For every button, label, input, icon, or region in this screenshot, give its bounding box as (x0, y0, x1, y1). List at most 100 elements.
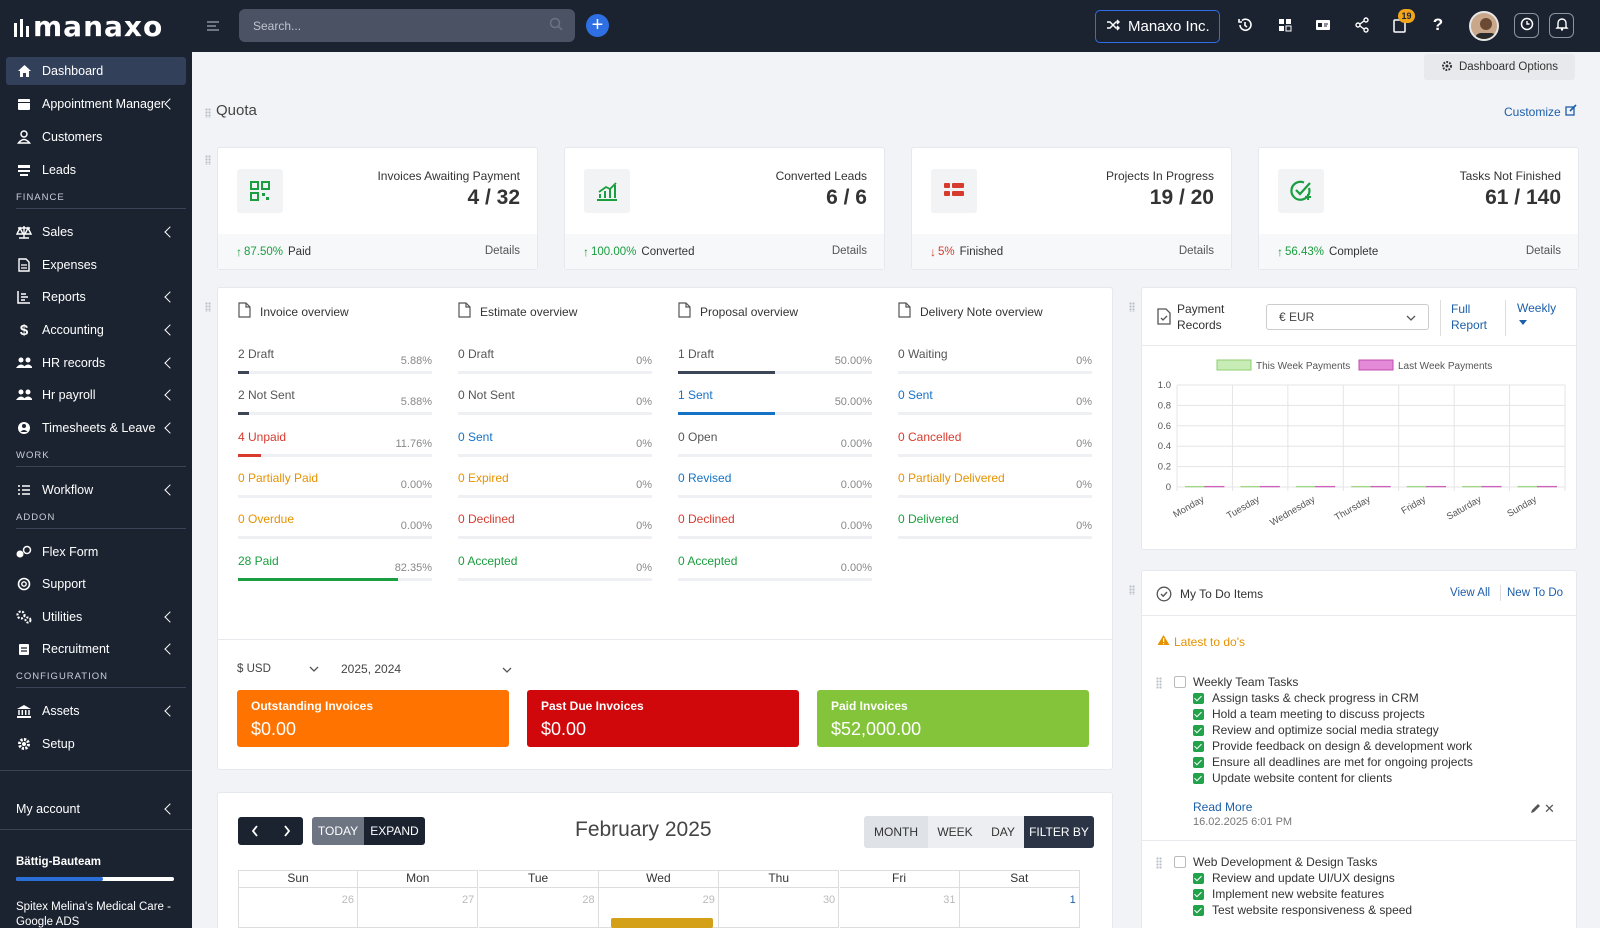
overview-row-label[interactable]: 28 Paid (238, 553, 279, 568)
sidebar-item-support[interactable]: Support (6, 570, 186, 598)
sidebar-item-dashboard[interactable]: Dashboard (6, 57, 186, 85)
todo-checkbox[interactable] (1174, 676, 1186, 688)
sidebar-item-accounting[interactable]: $ Accounting (6, 316, 186, 344)
overview-row-label[interactable]: 0 Partially Paid (238, 470, 319, 485)
overview-row-label[interactable]: 0 Accepted (458, 553, 518, 568)
team-name[interactable]: Bättig-Bauteam (16, 856, 101, 868)
overview-row-label[interactable]: 0 Draft (458, 347, 495, 361)
todo-item[interactable]: Review and update UI/UX designs (1193, 871, 1395, 885)
search-input[interactable] (239, 9, 575, 42)
overview-row-label[interactable]: 0 Delivered (898, 512, 959, 527)
overview-row-label[interactable]: 0 Revised (678, 470, 732, 485)
brand-logo[interactable]: manaxo (14, 8, 163, 44)
overview-row-label[interactable]: 0 Cancelled (898, 429, 962, 444)
view-all-link[interactable]: View All (1450, 587, 1491, 599)
sidebar-item-flex-form[interactable]: Flex Form (6, 538, 186, 566)
stat-card-details-link[interactable]: Details (831, 245, 867, 257)
checked-checkbox-icon[interactable] (1193, 888, 1204, 900)
sidebar-item-workflow[interactable]: Workflow (6, 476, 186, 504)
dashboard-grid-icon[interactable] (1276, 16, 1294, 34)
my-account-menu[interactable]: My account (6, 795, 186, 823)
timer-button[interactable] (1514, 13, 1539, 38)
drag-handle-icon[interactable] (1129, 302, 1135, 312)
payment-currency-select[interactable]: € EUR (1266, 304, 1429, 330)
sidebar-item-recruitment[interactable]: Recruitment (6, 635, 186, 663)
checked-checkbox-icon[interactable] (1193, 904, 1204, 916)
overview-row-label[interactable]: 0 Declined (458, 512, 515, 527)
checked-checkbox-icon[interactable] (1193, 740, 1204, 752)
sidebar-item-customers[interactable]: Customers (6, 123, 186, 151)
drag-handle-icon[interactable] (205, 108, 211, 118)
overview-row-label[interactable]: 1 Draft (678, 347, 715, 361)
customize-link[interactable]: Customize (1504, 104, 1577, 119)
todo-item[interactable]: Assign tasks & check progress in CRM (1193, 691, 1419, 705)
overview-row-label[interactable]: 2 Not Sent (238, 388, 295, 403)
sidebar-item-hr-records[interactable]: HR records (6, 349, 186, 377)
todo-checkbox[interactable] (1174, 856, 1186, 868)
todo-item[interactable]: Hold a team meeting to discuss projects (1193, 707, 1425, 721)
share-icon[interactable] (1353, 16, 1371, 34)
new-todo-link[interactable]: New To Do (1507, 587, 1564, 599)
dashboard-options-button[interactable]: Dashboard Options (1424, 54, 1575, 80)
overview-row-label[interactable]: 2 Draft (238, 347, 275, 361)
todo-item[interactable]: Review and optimize social media strateg… (1193, 723, 1439, 737)
sidebar-item-reports[interactable]: Reports (6, 283, 186, 311)
overview-row-label[interactable]: 0 Waiting (898, 347, 948, 361)
drag-handle-icon[interactable] (1129, 585, 1135, 595)
sidebar-item-leads[interactable]: Leads (6, 156, 186, 184)
todo-item[interactable]: Update website content for clients (1193, 771, 1392, 785)
overview-row-label[interactable]: 1 Sent (678, 388, 713, 403)
checked-checkbox-icon[interactable] (1193, 756, 1204, 768)
stat-card-details-link[interactable]: Details (484, 245, 520, 257)
calendar-event[interactable] (611, 918, 713, 928)
sidebar-item-timesheets[interactable]: Timesheets & Leave (6, 414, 186, 442)
user-avatar[interactable] (1469, 11, 1499, 41)
drag-handle-icon[interactable] (205, 302, 211, 312)
drag-handle-icon[interactable] (1156, 857, 1162, 869)
overview-row-label[interactable]: 0 Accepted (678, 553, 738, 568)
view-day-button[interactable]: DAY (982, 816, 1024, 848)
edit-pencil-icon[interactable] (1530, 803, 1541, 817)
company-switch-button[interactable]: Manaxo Inc. (1095, 10, 1220, 43)
checked-checkbox-icon[interactable] (1193, 708, 1204, 720)
overview-row-label[interactable]: 0 Open (678, 429, 718, 444)
checked-checkbox-icon[interactable] (1193, 724, 1204, 736)
currency-select[interactable]: $ USD (237, 661, 319, 677)
drag-handle-icon[interactable] (205, 155, 211, 165)
project-name[interactable]: Spitex Melina's Medical Care - Google AD… (16, 901, 171, 928)
view-month-button[interactable]: MONTH (864, 816, 928, 848)
history-icon[interactable] (1236, 16, 1254, 34)
sidebar-item-sales[interactable]: Sales (6, 218, 186, 246)
delete-x-icon[interactable]: ✕ (1544, 801, 1555, 816)
overview-row-label[interactable]: 4 Unpaid (238, 429, 287, 444)
overview-row-label[interactable]: 0 Sent (898, 388, 933, 403)
prev-month-button[interactable] (239, 825, 271, 837)
todo-item[interactable]: Ensure all deadlines are met for ongoing… (1193, 755, 1473, 769)
todo-item[interactable]: Implement new website features (1193, 887, 1384, 901)
overview-row-label[interactable]: 0 Overdue (238, 512, 295, 527)
stat-card-details-link[interactable]: Details (1525, 245, 1561, 257)
help-icon[interactable]: ? (1432, 15, 1444, 34)
view-week-button[interactable]: WEEK (928, 816, 982, 848)
sidebar-item-utilities[interactable]: Utilities (6, 603, 186, 631)
checked-checkbox-icon[interactable] (1193, 772, 1204, 784)
overview-row-label[interactable]: 0 Sent (458, 429, 493, 444)
checked-checkbox-icon[interactable] (1193, 692, 1204, 704)
todo-item[interactable]: Test website responsiveness & speed (1193, 903, 1412, 917)
sidebar-item-appointment-manager[interactable]: Appointment Manager (6, 90, 186, 118)
sidebar-item-expenses[interactable]: Expenses (6, 251, 186, 279)
sidebar-item-setup[interactable]: Setup (6, 730, 186, 758)
read-more-link[interactable]: Read More (1193, 800, 1253, 814)
total-box[interactable]: Outstanding Invoices $0.00 (237, 690, 509, 747)
todo-item[interactable]: Provide feedback on design & development… (1193, 739, 1472, 753)
checked-checkbox-icon[interactable] (1193, 872, 1204, 884)
overview-row-label[interactable]: 0 Partially Delivered (898, 470, 1005, 485)
sidebar-item-hr-payroll[interactable]: Hr payroll (6, 381, 186, 409)
next-month-button[interactable] (271, 825, 303, 837)
stat-card-details-link[interactable]: Details (1178, 245, 1214, 257)
search-icon[interactable] (549, 17, 563, 34)
overview-row-label[interactable]: 0 Expired (458, 470, 509, 485)
notifications-button[interactable] (1549, 13, 1574, 38)
drag-handle-icon[interactable] (1156, 677, 1162, 689)
overview-row-label[interactable]: 0 Declined (678, 512, 735, 527)
